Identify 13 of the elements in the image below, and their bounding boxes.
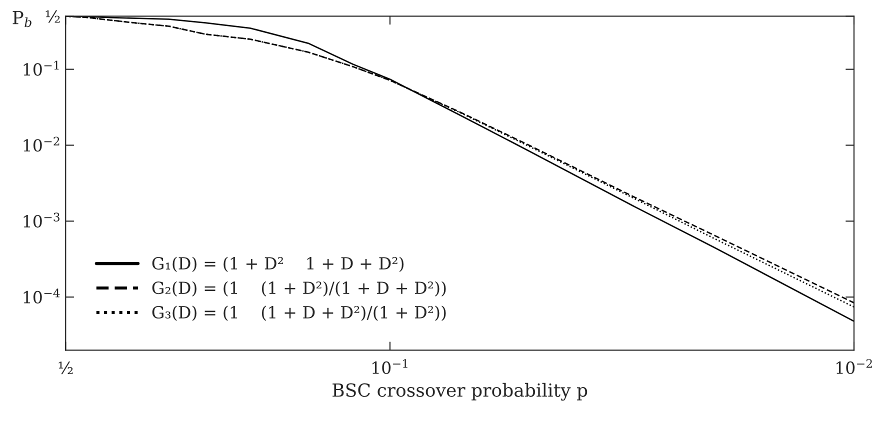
x-tick-label: 10$^{−2}$ [836,359,872,374]
y-tick-label: 10$^{−2}$ [24,136,60,152]
y-tick-label: ½ [46,10,60,23]
y-tick-label: 10$^{−4}$ [24,288,60,304]
y-tick-label: 10$^{−3}$ [24,212,60,228]
x-tick-label: 10$^{−1}$ [372,359,408,374]
x-axis-title: BSC crossover probability p [332,382,588,401]
legend-label: G₂(D) = (1 (1 + D²)/(1 + D + D²)) [152,281,446,296]
y-tick-label: 10$^{−1}$ [24,60,59,76]
y-axis-title: P$_{b}$ [12,10,32,28]
legend-label: G₁(D) = (1 + D² 1 + D + D²) [152,256,404,272]
legend-label: G₃(D) = (1 (1 + D + D²)/(1 + D²)) [152,306,446,321]
x-tick-label: ½ [58,362,73,374]
